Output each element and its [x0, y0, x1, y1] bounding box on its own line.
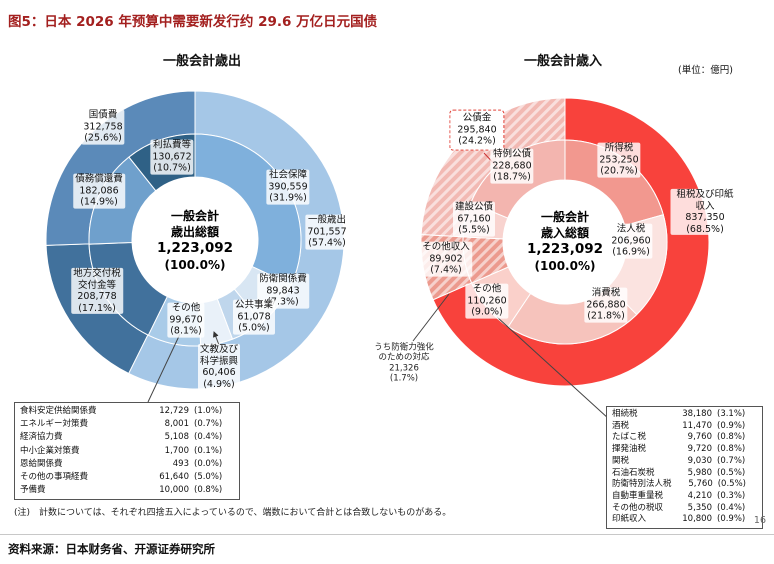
table-cell-name: 印紙収入 — [612, 514, 647, 525]
table-cell-name: 恩給関係費 — [20, 458, 63, 469]
page-number: 16 — [753, 515, 766, 526]
table-row: 自動車重量税 4,210 (0.3%) — [612, 491, 757, 503]
table-cell-pct: (0.3%) — [717, 491, 746, 502]
table-cell-value: 5,980 — [687, 467, 712, 478]
table-cell-name: 自動車重量税 — [612, 491, 664, 502]
table-cell-pct: (0.8%) — [194, 485, 223, 496]
table-cell-value: 5,108 — [164, 432, 189, 443]
table-cell-value: 9,720 — [687, 444, 712, 455]
table-cell-value: 10,800 — [682, 514, 712, 525]
table-cell-name: その他の事項経費 — [20, 471, 89, 482]
source-line: 资料来源：日本财务省、开源证券研究所 — [8, 542, 215, 556]
table-row: 恩給関係費 493 (0.0%) — [20, 458, 234, 471]
footnote: (注) 計数については、それぞれ四捨五入によっているので、端数において合計とは合… — [14, 508, 452, 518]
table-cell-pct: (3.1%) — [717, 409, 746, 419]
table-cell-name: 相続税 — [612, 409, 638, 419]
table-cell-value: 4,210 — [687, 491, 712, 502]
table-cell-name: 酒税 — [612, 420, 630, 431]
donut-center-hole — [132, 177, 258, 303]
table-cell-pct: (0.5%) — [717, 467, 746, 478]
table-cell-pct: (0.7%) — [194, 419, 223, 430]
table-cell-value: 10,000 — [159, 485, 189, 496]
table-cell-name: 経済協力費 — [20, 432, 63, 443]
table-row: 相続税 38,180 (3.1%) — [612, 409, 757, 421]
table-cell-pct: (0.9%) — [717, 514, 746, 525]
footer-divider — [0, 534, 774, 535]
table-cell-value: 38,180 — [682, 409, 712, 419]
table-row: 関税 9,030 (0.7%) — [612, 456, 757, 468]
table-cell-value: 5,350 — [687, 502, 712, 513]
table-cell-value: 1,700 — [164, 445, 189, 456]
donut-center-hole — [503, 180, 627, 304]
table-cell-name: 中小企業対策費 — [20, 445, 80, 456]
table-cell-value: 9,760 — [687, 432, 712, 443]
table-cell-name: 食料安定供給関係費 — [20, 406, 97, 416]
expenditure-chart-title: 一般会計歳出 — [162, 54, 242, 69]
table-row: その他の事項経費 61,640 (5.0%) — [20, 471, 234, 484]
table-cell-value: 8,001 — [164, 419, 189, 430]
table-cell-name: 防衛特別法人税 — [612, 479, 672, 490]
table-row: 中小企業対策費 1,700 (0.1%) — [20, 445, 234, 458]
table-cell-pct: (1.0%) — [194, 406, 223, 416]
expenditure-center-total: 一般会計 歳出総額 1,223,092 (100.0%) — [156, 208, 234, 272]
table-cell-value: 493 — [172, 458, 189, 469]
table-row: 石油石炭税 5,980 (0.5%) — [612, 468, 757, 480]
table-row: その他の税収 5,350 (0.4%) — [612, 503, 757, 515]
table-cell-value: 9,030 — [687, 455, 712, 466]
table-row: 揮発油税 9,720 (0.8%) — [612, 444, 757, 456]
expenditure-other-breakdown-table: 食料安定供給関係費 12,729 (1.0%) エネルギー対策費 8,001 (0.7%)… — [14, 402, 240, 501]
table-cell-pct: (0.1%) — [194, 445, 223, 456]
table-cell-pct: (5.0%) — [194, 471, 223, 482]
table-cell-pct: (0.8%) — [717, 444, 746, 455]
table-row: 予備費 10,000 (0.8%) — [20, 484, 234, 497]
revenue-center-total: 一般会計 歳入総額 1,223,092 (100.0%) — [526, 209, 604, 273]
table-row: 防衛特別法人税 5,760 (0.5%) — [612, 479, 757, 491]
table-cell-value: 61,640 — [159, 471, 189, 482]
table-cell-pct: (0.7%) — [717, 455, 746, 466]
table-cell-name: エネルギー対策費 — [20, 419, 89, 430]
table-cell-name: 予備費 — [20, 485, 46, 496]
table-cell-name: その他の税収 — [612, 502, 664, 513]
table-row: 印紙収入 10,800 (0.9%) — [612, 514, 757, 526]
revenue-chart-title: 一般会計歳入 — [523, 54, 603, 69]
table-cell-value: 12,729 — [159, 406, 189, 416]
table-row: たばこ税 9,760 (0.8%) — [612, 432, 757, 444]
table-cell-pct: (0.9%) — [717, 420, 746, 431]
page-title: 图5：日本 2026 年预算中需要新发行约 29.6 万亿日元国债 — [8, 14, 378, 30]
table-cell-value: 5,760 — [688, 479, 713, 490]
table-cell-name: 石油石炭税 — [612, 467, 655, 478]
table-cell-pct: (0.0%) — [194, 458, 223, 469]
table-cell-pct: (0.4%) — [194, 432, 223, 443]
inner-ring-segment-hatch — [463, 236, 509, 284]
table-row: 食料安定供給関係費 12,729 (1.0%) — [20, 405, 234, 418]
table-cell-name: 関税 — [612, 455, 630, 466]
table-cell-pct: (0.8%) — [717, 432, 746, 443]
table-cell-name: たばこ税 — [612, 432, 647, 443]
table-row: 経済協力費 5,108 (0.4%) — [20, 431, 234, 444]
table-cell-pct: (0.4%) — [717, 502, 746, 513]
table-cell-name: 揮発油税 — [612, 444, 647, 455]
table-row: 酒税 11,470 (0.9%) — [612, 421, 757, 433]
table-row: エネルギー対策費 8,001 (0.7%) — [20, 418, 234, 431]
table-cell-pct: (0.5%) — [717, 479, 746, 490]
table-cell-value: 11,470 — [682, 420, 712, 431]
unit-label: (単位：億円) — [678, 65, 733, 76]
revenue-other-tax-breakdown-table: 相続税 38,180 (3.1%) 酒税 11,470 (0.9%) たばこ税 9,760 (0… — [606, 406, 763, 530]
